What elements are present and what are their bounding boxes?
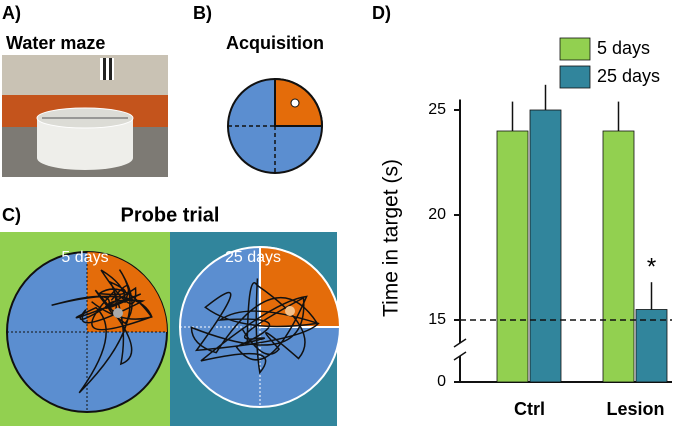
platform bbox=[113, 308, 123, 318]
panel-label: B) bbox=[193, 3, 212, 23]
panel-label: D) bbox=[372, 3, 391, 23]
y-tick-label: 0 bbox=[437, 373, 446, 390]
condition-label: 25 days bbox=[225, 249, 281, 266]
photo bbox=[2, 55, 168, 177]
panel-label: A) bbox=[2, 3, 21, 23]
axis-break bbox=[453, 338, 467, 348]
y-tick-label: 25 bbox=[428, 101, 446, 118]
y-axis-label: Time in target (s) bbox=[380, 159, 403, 317]
bar-chart: 0 15 20 25 Time in target (s) Ctrl Lesion * 5 da… bbox=[380, 37, 672, 419]
axis-break bbox=[453, 351, 467, 361]
legend-label: 5 days bbox=[597, 38, 650, 58]
platform bbox=[285, 306, 295, 316]
condition-label: 5 days bbox=[61, 249, 108, 266]
swim-path bbox=[190, 278, 320, 375]
x-tick-label: Lesion bbox=[606, 399, 664, 419]
bar bbox=[529, 109, 562, 383]
panel-title: Water maze bbox=[6, 33, 105, 53]
maze-diagram bbox=[227, 77, 324, 174]
y-tick-label: 15 bbox=[428, 311, 446, 328]
panel-label: C) bbox=[2, 205, 21, 225]
legend-swatch bbox=[559, 65, 591, 89]
y-tick-label: 20 bbox=[428, 206, 446, 223]
probe-trial: 5 days 25 days bbox=[0, 232, 342, 426]
panel-title: Probe trial bbox=[121, 204, 220, 226]
bar bbox=[635, 309, 668, 383]
bar bbox=[602, 130, 635, 383]
panel-title: Acquisition bbox=[226, 33, 324, 53]
bar bbox=[496, 130, 529, 383]
annotation: * bbox=[647, 254, 656, 281]
legend-label: 25 days bbox=[597, 66, 660, 86]
x-tick-label: Ctrl bbox=[514, 399, 545, 419]
legend-swatch bbox=[559, 37, 591, 61]
